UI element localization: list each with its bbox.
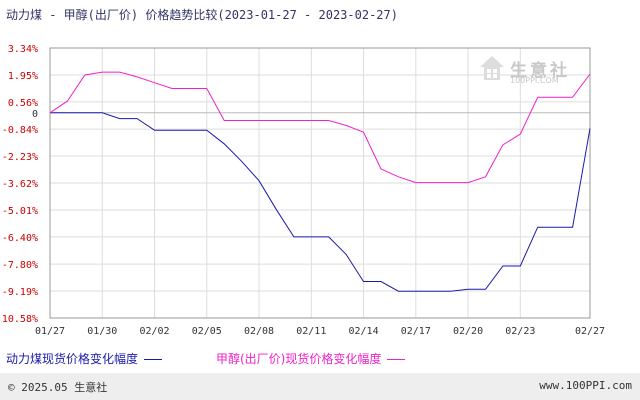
grid-layer xyxy=(49,47,591,319)
series-layer xyxy=(49,71,591,292)
x-tick-labels: 01/27 01/30 02/02 02/05 02/08 02/11 02/14 02/17… xyxy=(35,326,605,337)
legend: 动力煤现货价格变化幅度 甲醇(出厂价)现货价格变化幅度 xyxy=(0,344,640,368)
legend-line-series1 xyxy=(144,359,163,360)
house-logo-icon xyxy=(480,56,504,80)
y-tick-label: 1.95% xyxy=(8,71,38,82)
series-line-2 xyxy=(49,71,591,184)
x-tick-label: 02/17 xyxy=(401,326,431,337)
x-tick-label: 02/08 xyxy=(244,326,274,337)
plot-border xyxy=(49,47,591,319)
y-tick-label: -7.80% xyxy=(2,260,38,271)
legend-line-series2 xyxy=(387,359,406,360)
watermark-text: 生意社 xyxy=(510,61,570,81)
series-line-1 xyxy=(50,112,591,292)
legend-item-series1: 动力煤现货价格变化幅度 xyxy=(6,350,163,367)
legend-label-series2: 甲醇(出厂价)现货价格变化幅度 xyxy=(216,352,382,366)
legend-item-series2: 甲醇(出厂价)现货价格变化幅度 xyxy=(216,350,406,367)
x-tick-label: 02/14 xyxy=(348,326,378,337)
footer: © 2025.05 生意社 www.100PPI.com xyxy=(0,373,640,400)
chart-title: 动力煤 - 甲醇(出厂价) 价格趋势比较(2023-01-27 - 2023-0… xyxy=(6,8,398,22)
x-tick-label: 02/20 xyxy=(453,326,483,337)
y-tick-label: -9.19% xyxy=(2,287,38,298)
axis-layer xyxy=(49,47,591,319)
footer-copyright: © 2025.05 生意社 xyxy=(8,381,108,394)
y-tick-label: -0.84% xyxy=(2,125,38,136)
x-tick-label: 01/30 xyxy=(87,326,117,337)
watermark-url: 100PPI.COM xyxy=(510,76,559,85)
y-tick-label: 0 xyxy=(32,109,38,120)
x-tick-label: 02/05 xyxy=(192,326,222,337)
x-tick-label: 02/02 xyxy=(139,326,169,337)
footer-site-link[interactable]: www.100PPI.com xyxy=(539,379,632,392)
y-tick-label: 0.56% xyxy=(8,98,38,109)
watermark: 生意社 100PPI.COM xyxy=(478,54,578,88)
y-tick-label: -3.62% xyxy=(2,179,38,190)
y-tick-label: -5.01% xyxy=(2,206,38,217)
legend-label-series1: 动力煤现货价格变化幅度 xyxy=(6,352,139,366)
x-tick-label: 01/27 xyxy=(35,326,65,337)
y-tick-label: -2.23% xyxy=(2,152,38,163)
y-tick-labels: 3.34% 1.95% 0.56%0 -0.84% -2.23% -3.62% -5.01%… xyxy=(0,44,38,325)
y-tick-label: -6.40% xyxy=(2,233,38,244)
y-tick-label: 3.34% xyxy=(8,44,38,55)
x-tick-label: 02/27 xyxy=(575,326,605,337)
y-tick-label: -10.58% xyxy=(0,314,38,325)
x-tick-label: 02/23 xyxy=(505,326,535,337)
x-tick-label: 02/11 xyxy=(296,326,326,337)
